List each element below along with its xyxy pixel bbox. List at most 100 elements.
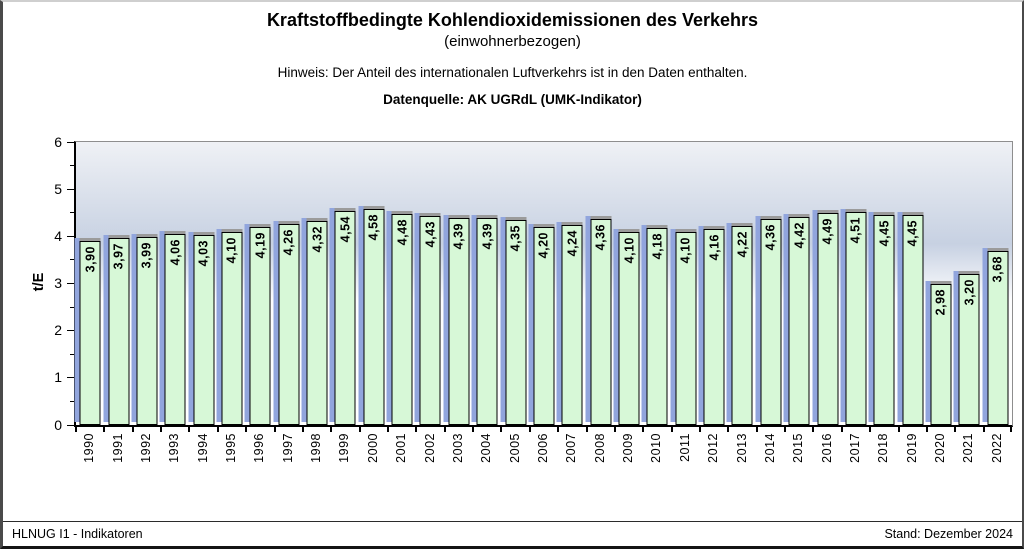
x-axis-tick	[670, 427, 673, 432]
bar-slot-2009: 4,10	[615, 142, 643, 425]
x-tick-label-1992: 1992	[138, 433, 153, 463]
x-tick-label-2002: 2002	[422, 433, 437, 463]
bar-1996: 4,19	[249, 227, 271, 425]
page-subtitle: (einwohnerbezogen)	[444, 32, 581, 50]
x-tick-label-1998: 1998	[309, 433, 324, 463]
bar-2000: 4,58	[363, 208, 385, 425]
x-axis-tick	[387, 427, 389, 432]
bar-value-label: 4,10	[224, 236, 239, 263]
chart-region: Kraftstoffbedingte Kohlendioxidemissione…	[3, 2, 1022, 522]
x-tick-label-2011: 2011	[677, 433, 692, 462]
bar-slot-1991: 3,97	[104, 142, 132, 425]
bar-value-label: 4,26	[281, 229, 296, 256]
footer: HLNUG I1 - Indikatoren Stand: Dezember 2…	[3, 522, 1022, 546]
x-axis-tick	[585, 427, 588, 432]
bar-value-label: 4,49	[820, 218, 835, 245]
x-tick-label-2013: 2013	[734, 433, 749, 463]
bar-value-label: 4,35	[508, 224, 523, 252]
bar-slot-2012: 4,16	[700, 142, 728, 425]
bar-1992: 3,99	[136, 236, 158, 425]
bar-2009: 4,10	[618, 231, 640, 425]
y-axis-minor-tick	[70, 306, 74, 308]
bar-2012: 4,16	[703, 228, 725, 425]
x-tick-label-2009: 2009	[621, 433, 636, 463]
bar-1993: 4,06	[164, 233, 186, 425]
x-axis-tick	[528, 427, 531, 432]
bar-value-label: 4,10	[678, 236, 693, 263]
x-tick-label-2010: 2010	[649, 433, 664, 463]
bar-slot-1993: 4,06	[161, 142, 189, 425]
bar-value-label: 4,22	[735, 230, 750, 258]
x-tick-label-1994: 1994	[195, 433, 210, 463]
x-tick-label-1996: 1996	[252, 433, 267, 463]
bar-slot-2010: 4,18	[643, 142, 671, 425]
x-tick-label-2000: 2000	[365, 433, 380, 463]
bar-2007: 4,24	[561, 225, 583, 425]
bar-slot-2008: 4,36	[586, 142, 614, 425]
x-tick-label-2015: 2015	[791, 433, 806, 463]
bar-value-label: 4,39	[451, 222, 466, 250]
x-axis-tick	[982, 427, 985, 432]
bar-slot-2020: 2,98	[927, 142, 955, 425]
chart-header: Kraftstoffbedingte Kohlendioxidemissione…	[3, 2, 1022, 107]
note-text: Hinweis: Der Anteil des internationalen …	[277, 64, 748, 80]
bar-2013: 4,22	[731, 225, 753, 425]
bar-1999: 4,54	[334, 210, 356, 425]
y-axis-tick	[67, 235, 74, 237]
bar-slot-1990: 3,90	[76, 142, 104, 425]
bar-2005: 4,35	[505, 219, 527, 425]
bar-slot-2017: 4,51	[842, 142, 870, 425]
bar-value-label: 4,19	[253, 232, 268, 259]
bar-slot-1999: 4,54	[331, 142, 359, 425]
bar-2008: 4,36	[590, 219, 612, 425]
x-tick-label-2007: 2007	[564, 433, 579, 463]
y-axis-minor-tick	[70, 400, 74, 402]
bar-value-label: 4,51	[848, 217, 863, 244]
x-tick-label-1993: 1993	[167, 433, 182, 463]
bar-2021: 3,20	[958, 274, 980, 425]
x-axis-tick	[301, 427, 304, 432]
y-axis-tick	[67, 188, 74, 190]
bar-value-label: 4,32	[310, 226, 325, 253]
x-axis-tick	[103, 427, 106, 432]
x-axis-tick	[557, 427, 560, 432]
bar-slot-2022: 3,68	[984, 142, 1012, 425]
bar-value-label: 3,99	[139, 241, 154, 269]
bar-slot-2019: 4,45	[898, 142, 926, 425]
bar-value-label: 3,97	[111, 242, 126, 270]
bar-slot-1992: 3,99	[133, 142, 161, 425]
x-tick-label-2016: 2016	[819, 433, 834, 463]
bar-2011: 4,10	[675, 231, 697, 425]
bar-slot-1996: 4,19	[246, 142, 274, 425]
bar-value-label: 4,43	[423, 221, 438, 248]
bar-1998: 4,32	[306, 221, 328, 425]
y-tick-label: 6	[54, 133, 62, 150]
x-axis-tick	[415, 427, 418, 432]
bar-2015: 4,42	[788, 216, 810, 425]
footer-org: HLNUG I1 - Indikatoren	[12, 527, 143, 541]
bar-value-label: 4,39	[480, 222, 495, 250]
bar-value-label: 4,20	[536, 231, 551, 259]
x-tick-label-2021: 2021	[961, 433, 976, 463]
y-axis-minor-tick	[70, 165, 74, 167]
x-axis-tick	[131, 427, 134, 432]
bar-slot-1994: 4,03	[189, 142, 217, 425]
data-source-text: Datenquelle: AK UGRdL (UMK-Indikator)	[383, 91, 642, 107]
x-tick-label-1999: 1999	[337, 433, 352, 463]
x-tick-label-2001: 2001	[394, 433, 409, 463]
bar-2020: 2,98	[930, 284, 952, 425]
page-title: Kraftstoffbedingte Kohlendioxidemissione…	[266, 10, 759, 30]
bar-slot-2002: 4,43	[416, 142, 444, 425]
y-tick-label: 2	[54, 322, 62, 339]
x-tick-label-2012: 2012	[706, 433, 721, 463]
footer-date: Stand: Dezember 2024	[884, 527, 1013, 541]
x-tick-label-1990: 1990	[82, 433, 97, 463]
bar-2018: 4,45	[873, 215, 895, 425]
bar-slot-2018: 4,45	[870, 142, 898, 425]
bar-2016: 4,49	[817, 213, 839, 425]
bar-slot-2006: 4,20	[530, 142, 558, 425]
bar-1997: 4,26	[278, 224, 300, 425]
x-axis-tick	[897, 427, 900, 432]
bar-1990: 3,90	[79, 241, 101, 425]
